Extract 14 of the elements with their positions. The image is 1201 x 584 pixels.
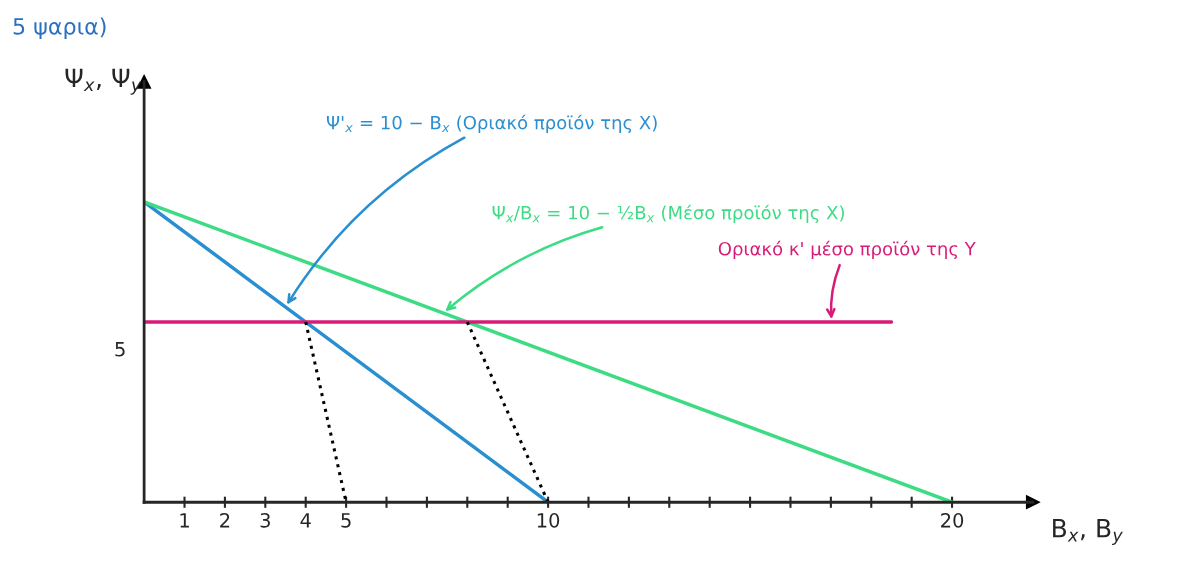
text: Ψ$_{x}$/B$_{x}$ = 10 − ½B$_{x}$ (Μέσο προϊόν της X): [492, 204, 844, 224]
text: 5: [115, 342, 125, 357]
x-tick-label: 4: [300, 513, 311, 528]
x-axis-title: B$_{x}$, B$_{y}$: [1053, 519, 1123, 546]
x-tick-label: 20: [941, 513, 964, 528]
x-tick-label: 3: [260, 513, 270, 528]
text: Οριακό κ' μέσο προϊόν της Y: [718, 240, 976, 260]
y-axis-title: Ψ$_{x}$, Ψ$_{y}$: [65, 68, 142, 95]
x-tick-label: 2: [220, 513, 230, 528]
x-tick-label: 5: [341, 513, 351, 528]
x-tick-label: 1: [180, 513, 189, 528]
text: Ψ'$_{x}$ = 10 − B$_{x}$ (Οριακό προϊόν της X): [326, 114, 657, 133]
x-tick-label: 10: [537, 513, 560, 528]
text: 5 ψαρια): [13, 17, 106, 40]
